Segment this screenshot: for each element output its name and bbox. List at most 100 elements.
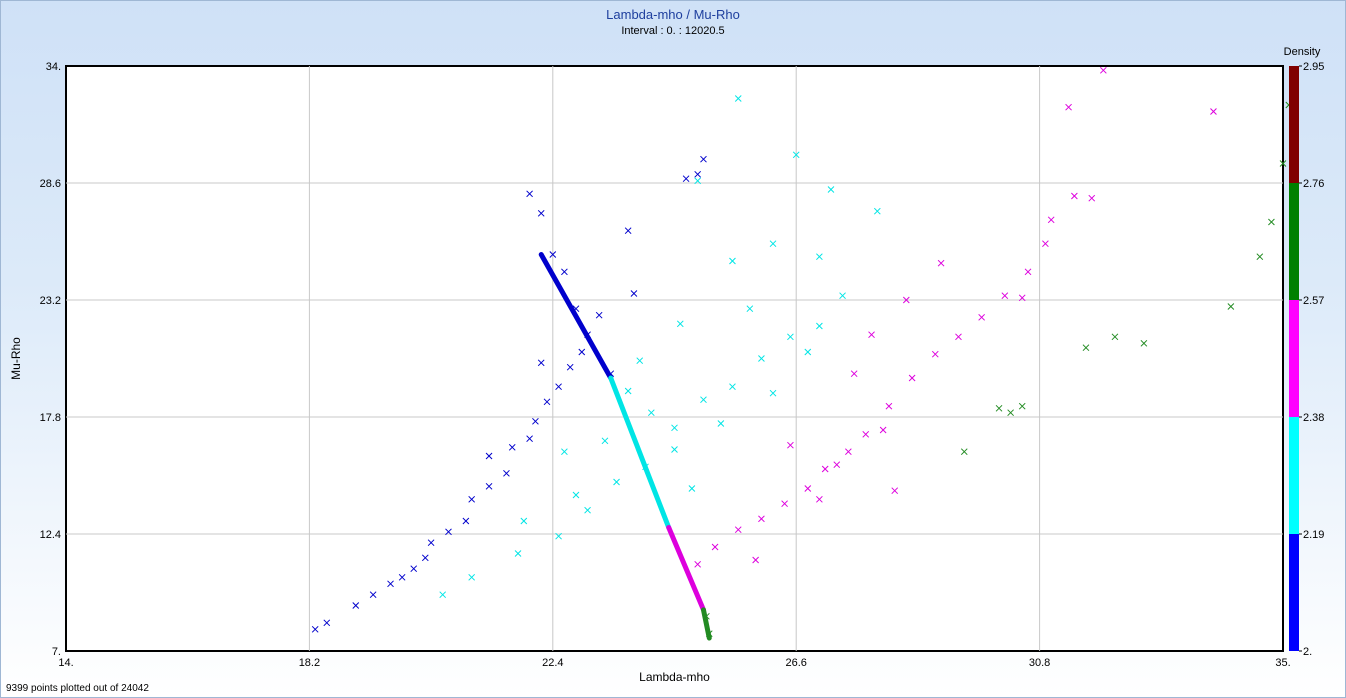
data-point [862,430,870,438]
data-point [584,506,591,514]
data-point [729,257,736,265]
y-axis-label: Mu-Rho [9,337,23,380]
data-point [734,95,742,102]
data-point [439,591,447,599]
data-point [705,630,713,638]
data-point [688,485,696,492]
data-point [931,350,939,358]
data-point [549,251,557,258]
x-tick-label: 35. [1275,657,1290,669]
data-point [700,396,707,404]
data-point [647,409,655,417]
data-point [514,550,522,557]
y-tick-label: 17.8 [40,412,61,424]
y-tick-label: 34. [46,61,61,73]
data-point [729,383,736,391]
data-point [595,311,603,319]
data-point [839,292,846,300]
density-colorbar: 2. 2.19 2.38 2.57 2.76 2.95 [1289,61,1324,658]
data-point [1088,194,1096,202]
data-point [995,404,1003,412]
colorbar-tick-label: 2.57 [1303,295,1324,307]
data-point [352,602,360,609]
data-point [468,495,476,503]
data-point [468,573,476,581]
colorbar-segment [1289,300,1299,417]
data-point [572,491,580,499]
data-point [624,387,632,395]
data-point [787,333,794,341]
data-point [1256,253,1264,261]
data-point [1065,103,1072,111]
data-point [758,515,765,523]
data-point [561,268,568,276]
data-point [792,151,800,159]
data-point [387,580,394,588]
data-point [937,259,945,267]
data-point [1007,409,1014,417]
data-point [601,437,609,445]
data-point [1042,240,1049,248]
x-tick-label: 22.4 [542,657,563,669]
data-point [323,619,331,627]
data-point [978,313,986,321]
plot-area [65,65,1284,652]
data-point [427,539,435,547]
data-point [850,370,858,378]
data-point [398,573,406,581]
density-trend-segment [666,525,706,613]
data-point [543,398,551,406]
data-point [902,296,910,304]
data-point [682,175,690,183]
data-point [787,441,794,449]
data-point [816,322,823,330]
y-tick-label: 12.4 [40,529,61,541]
data-point [703,612,710,620]
data-point [503,469,510,477]
colorbar-tick-label: 2.76 [1303,178,1324,190]
data-point [960,448,968,456]
data-point [833,461,841,469]
data-point [955,333,962,341]
grid-lines [66,66,1283,651]
data-point [445,528,452,536]
chart-subtitle: Interval : 0. : 12020.5 [621,25,725,37]
data-point [561,448,568,456]
data-point [1140,339,1148,347]
colorbar-tick-label: 2. [1303,646,1312,658]
data-point [532,417,539,425]
density-trend-segment [608,375,672,530]
data-point [578,348,586,356]
data-point [1082,344,1090,352]
colorbar-segment [1289,417,1299,534]
data-point [1018,402,1026,410]
data-point [613,478,620,486]
data-point [526,435,533,443]
density-trend-segment [538,252,614,381]
data-point [827,186,835,193]
data-point [1227,303,1235,310]
data-point [630,290,638,297]
data-point [369,591,377,599]
x-tick-label: 26.6 [785,657,806,669]
data-point [1099,66,1107,74]
data-point [752,556,759,564]
y-axis-ticks: 7. 12.4 17.8 23.2 28.6 34. [40,61,61,658]
data-point [555,383,562,391]
data-point [607,370,615,378]
data-point [758,355,765,362]
data-point [734,526,742,534]
data-point [1210,108,1217,115]
data-point [885,402,893,410]
data-point [700,155,707,163]
x-tick-label: 18.2 [299,657,320,669]
data-point [642,463,649,471]
y-tick-label: 28.6 [40,178,61,190]
data-point [711,543,719,551]
colorbar-segment [1289,183,1299,300]
data-point [781,500,788,508]
colorbar-tick-label: 2.38 [1303,412,1324,424]
colorbar-title: Density [1284,46,1321,58]
data-point [537,359,545,367]
